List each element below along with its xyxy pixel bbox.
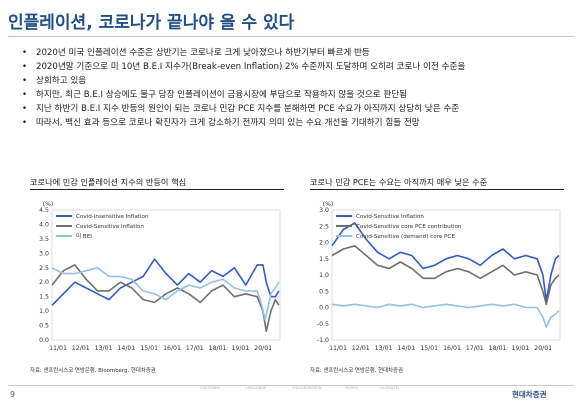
brand-logo: 현대차증권 — [512, 390, 547, 399]
y-unit-label: (%) — [323, 201, 333, 208]
series-line-2 — [51, 264, 280, 333]
legend-label: Covid-Sensitive Inflation — [76, 224, 144, 230]
chart-covid-pce: (%) -1.0 -0.5 0.0 0.5 1.0 1.5 2.0 2.5 3.0 11/01 12/… — [317, 201, 561, 352]
x-tick-label: 17/01 — [186, 345, 204, 352]
y-tick-label: 1.0 — [39, 308, 49, 315]
y-tick-label: 1.5 — [39, 294, 49, 301]
chart-covid-inflation: (%) 0.0 0.5 1.0 1.5 2.0 2.5 3.0 3.5 4.0 4.5 11/01 12… — [39, 201, 281, 352]
y-tick-label: 3.0 — [319, 207, 329, 214]
bullet-item: 하지만, 최근 B.E.I 상승에도 불구 당장 인플레이션이 금융시장에 부담… — [22, 88, 574, 102]
x-tick-label: 17/01 — [466, 345, 484, 352]
deco-label: PEOPLE — [345, 386, 359, 390]
y-tick-label: 2.0 — [319, 240, 329, 247]
chart-left-title: 코로나에 민감 인플레이션 지수의 반등이 핵심 — [30, 177, 187, 187]
x-tick-label: 20/01 — [534, 345, 552, 352]
y-tick-label: 4.0 — [39, 221, 49, 228]
plot-frame — [331, 209, 561, 341]
x-tick-label: 16/01 — [443, 345, 461, 352]
y-tick-label: 0.0 — [39, 337, 49, 344]
y-tick-label: 2.5 — [39, 265, 49, 272]
y-tick-label: 2.5 — [319, 223, 329, 230]
y-tick-label: 0.0 — [319, 305, 329, 312]
x-tick-label: 19/01 — [511, 345, 529, 352]
bullet-item: 지난 하반기 B.E.I 지수 반등의 원인이 되는 코로나 민감 PCE 지수… — [22, 102, 574, 116]
y-tick-label: -1.0 — [317, 337, 329, 344]
y-tick-label: -0.5 — [317, 321, 329, 328]
x-tick-label: 12/01 — [352, 345, 370, 352]
series-line-1 — [51, 258, 280, 306]
series-line-2 — [331, 244, 560, 306]
x-tick-label: 14/01 — [117, 345, 135, 352]
x-tick-label: 14/01 — [397, 345, 415, 352]
series-line-1 — [331, 222, 560, 302]
legend-label: Covid-Insensitive Inflation — [76, 214, 149, 220]
bullet-item: 2020년말 기준으로 미 10년 B.E.I 지수가(Break-even I… — [22, 60, 574, 74]
y-tick-label: 0.5 — [39, 323, 49, 330]
y-unit-label: (%) — [43, 201, 53, 208]
x-tick-label: 15/01 — [140, 345, 158, 352]
page-title: 인플레이션, 코로나가 끝나야 올 수 있다 — [8, 13, 295, 33]
x-tick-label: 18/01 — [209, 345, 227, 352]
x-tick-label: 16/01 — [163, 345, 181, 352]
legend-label: Covid-Sensitive Inflation — [356, 214, 424, 220]
x-tick-label: 11/01 — [329, 345, 347, 352]
x-tick-label: 19/01 — [231, 345, 249, 352]
x-tick-label: 20/01 — [254, 345, 272, 352]
deco-label: GLOBALITY — [380, 386, 400, 390]
deco-label: COLLABORATION — [292, 386, 322, 390]
chart-right-source: 자료: 샌프란시스코 연방은행, 현대차증권 — [310, 368, 403, 374]
legend-label: 미 BEI — [76, 232, 92, 240]
y-tick-label: 1.0 — [319, 272, 329, 279]
x-tick-label: 11/01 — [49, 345, 67, 352]
x-tick-label: 18/01 — [489, 345, 507, 352]
chart-right-rule — [310, 189, 564, 190]
y-tick-label: 0.5 — [319, 288, 329, 295]
y-tick-label: 3.5 — [39, 236, 49, 243]
bullet-list: 2020년 미국 인플레이션 수준은 상반기는 코로나로 크게 낮아졌으나 하반… — [22, 46, 574, 130]
y-tick-label: 4.5 — [39, 207, 49, 214]
bullet-item-continuation: 상회하고 있음 — [22, 74, 574, 88]
plot-frame — [51, 209, 281, 341]
deco-label: CUSTOMER — [200, 386, 220, 390]
bullet-item: 따라서, 백신 효과 등으로 코로나 확진자가 크게 감소하기 전까지 의미 있… — [22, 116, 574, 130]
y-tick-label: 3.0 — [39, 250, 49, 257]
series-line-3 — [331, 303, 560, 328]
chart-right-title: 코로나 민감 PCE는 수요는 아직까지 매우 낮은 수준 — [310, 177, 488, 187]
footer-decoration: CUSTOMER CHALLENGE COLLABORATION PEOPLE … — [200, 374, 410, 396]
x-tick-label: 15/01 — [420, 345, 438, 352]
x-tick-label: 13/01 — [375, 345, 393, 352]
deco-label: CHALLENGE — [245, 386, 267, 390]
x-tick-label: 12/01 — [72, 345, 90, 352]
legend-label: Covid-Sensitive core PCE contribution — [356, 224, 462, 230]
title-divider — [8, 36, 574, 37]
chart-left-rule — [30, 189, 284, 190]
legend-label: Covid-Sensitive (demand) core PCE — [356, 234, 455, 240]
y-tick-label: 1.5 — [319, 256, 329, 263]
y-tick-label: 2.0 — [39, 279, 49, 286]
series-line-3 — [51, 267, 280, 321]
page-number: 9 — [10, 390, 16, 399]
bullet-item: 2020년 미국 인플레이션 수준은 상반기는 코로나로 크게 낮아졌으나 하반… — [22, 46, 574, 60]
chart-left-source: 자료: 샌프란시스코 연방은행, Bloomberg, 현대차증권 — [30, 368, 156, 374]
x-tick-label: 13/01 — [95, 345, 113, 352]
footer-divider — [8, 385, 574, 386]
